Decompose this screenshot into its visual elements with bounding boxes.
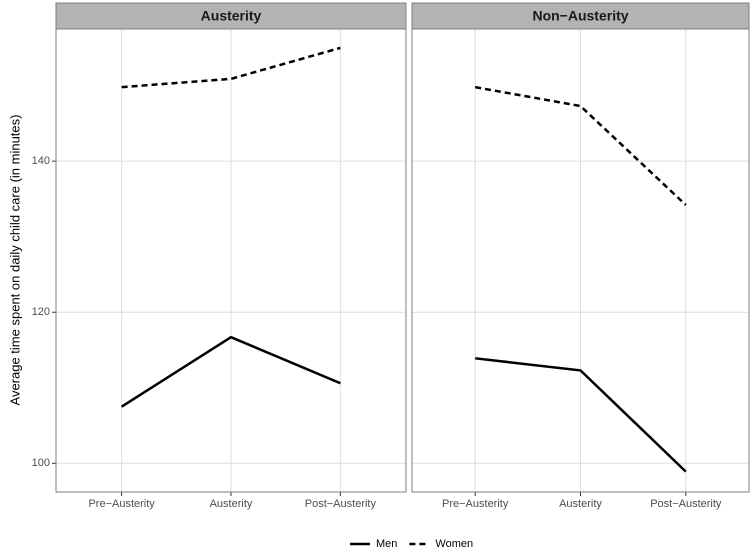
x-tick-label: Pre−Austerity — [442, 498, 509, 510]
series-line — [474, 85, 687, 206]
strip-label: Non−Austerity — [532, 8, 628, 24]
legend-label: Men — [376, 538, 397, 550]
series-line — [121, 46, 341, 89]
strip-background — [55, 2, 407, 30]
series-line — [475, 357, 687, 473]
x-tick-label: Austerity — [559, 498, 602, 510]
series-line — [120, 335, 341, 408]
legend-label: Women — [435, 538, 473, 550]
x-tick-label: Post−Austerity — [305, 498, 377, 510]
x-tick-label: Post−Austerity — [650, 498, 722, 510]
y-tick-label: 120 — [32, 306, 50, 318]
panel-border — [411, 28, 750, 493]
x-tick-label: Pre−Austerity — [88, 498, 155, 510]
strip-background — [411, 2, 750, 30]
panel-border — [55, 28, 407, 493]
x-tick-label: Austerity — [210, 498, 253, 510]
y-tick-label: 140 — [32, 155, 50, 167]
strip-label: Austerity — [201, 8, 262, 24]
y-tick-label: 100 — [32, 457, 50, 469]
legend: Men Women — [350, 538, 473, 550]
y-axis-title: Average time spent on daily child care (… — [7, 115, 22, 406]
